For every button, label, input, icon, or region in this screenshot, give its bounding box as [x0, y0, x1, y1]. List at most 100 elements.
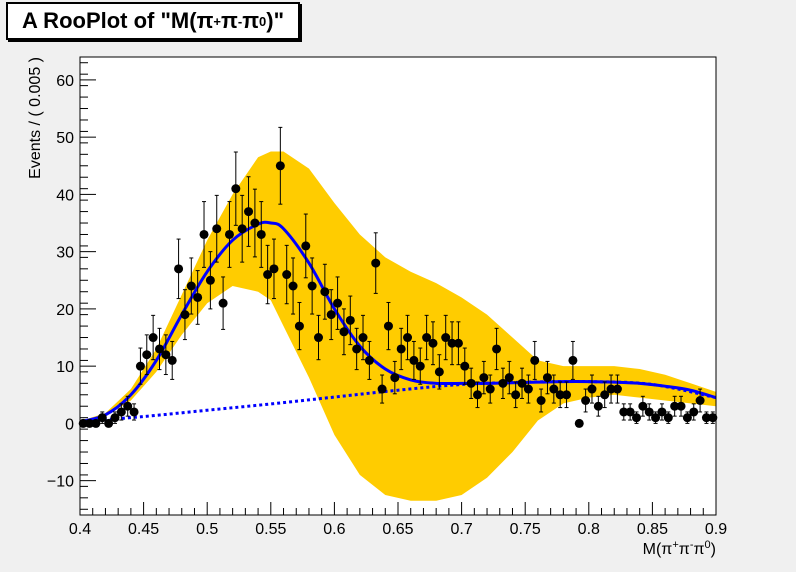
data-point-marker [288, 281, 298, 291]
data-point-marker [377, 384, 387, 394]
x-tick-label: 0.4 [69, 521, 91, 538]
data-point-marker [269, 264, 279, 274]
chart-title: A RooPlot of "M(π + π - π 0)" [6, 2, 301, 40]
data-point [218, 276, 228, 330]
data-point [663, 411, 673, 424]
data-point [492, 327, 502, 371]
data-point-marker [492, 344, 502, 354]
data-point [110, 411, 120, 424]
x-tick-label: 0.45 [128, 521, 159, 538]
data-point [708, 411, 718, 424]
data-point-marker [530, 355, 540, 365]
data-point-marker [670, 401, 680, 411]
data-point-marker [345, 315, 355, 325]
data-point-marker [320, 287, 330, 297]
data-point-marker [193, 292, 203, 302]
data-point-marker [244, 207, 254, 217]
data-point-marker [434, 367, 444, 377]
data-point-marker [307, 281, 317, 291]
x-tick-label: 0.6 [323, 521, 345, 538]
data-point-marker [695, 396, 705, 405]
x-axis-label-pi3: π [694, 541, 705, 558]
data-point-marker [638, 401, 648, 411]
data-point-marker [479, 373, 489, 383]
data-point [358, 314, 368, 361]
data-point [676, 395, 686, 417]
data-point [339, 308, 349, 356]
data-point-marker [409, 355, 419, 365]
y-tick-label: 0 [65, 416, 74, 433]
model-curve [79, 220, 717, 424]
data-point-marker [422, 333, 432, 343]
data-point-marker [632, 413, 641, 423]
data-point [670, 395, 680, 417]
y-tick-label: 10 [56, 359, 74, 376]
title-sup1: + [213, 13, 222, 29]
title-pi3: π [242, 8, 260, 33]
data-point [701, 411, 711, 424]
data-point [116, 403, 126, 421]
data-point [224, 201, 234, 268]
data-point [689, 403, 699, 421]
data-point [460, 347, 470, 385]
data-point-marker [301, 241, 311, 251]
data-point [180, 289, 190, 341]
data-point [174, 238, 184, 300]
data-point [212, 194, 222, 263]
data-point [612, 374, 622, 404]
data-point-marker [250, 218, 260, 228]
x-axis-label-sup2: - [690, 539, 694, 551]
data-point [466, 367, 476, 399]
data-point-marker [517, 378, 527, 388]
data-point-marker [657, 407, 667, 417]
x-tick-label: 0.8 [578, 521, 600, 538]
data-point [135, 347, 145, 385]
data-point-marker [701, 413, 711, 423]
data-point-marker [447, 338, 457, 348]
data-point-marker [333, 298, 343, 308]
data-point [161, 334, 171, 376]
data-point [275, 126, 285, 205]
data-point-marker [574, 418, 584, 428]
data-point [282, 244, 292, 305]
data-point [638, 395, 648, 417]
data-point [320, 263, 330, 320]
data-point [530, 340, 540, 380]
title-suffix: )" [266, 8, 285, 33]
x-tick-label: 0.55 [255, 521, 286, 538]
data-point-marker [441, 333, 451, 343]
y-tick-label: 50 [56, 130, 74, 147]
data-point [587, 374, 597, 404]
data-point [104, 418, 114, 428]
title-pi2: π [221, 8, 238, 33]
data-point-marker [644, 407, 654, 417]
data-point [301, 213, 311, 279]
data-point-marker [581, 396, 591, 405]
data-point [473, 381, 482, 409]
data-point-marker [224, 229, 234, 239]
data-point [129, 403, 139, 421]
data-point-marker [142, 350, 152, 360]
data-point-marker [485, 384, 495, 394]
data-point-marker [453, 338, 463, 348]
data-point [371, 232, 381, 294]
model-curve-line [79, 220, 717, 424]
data-point-marker [135, 361, 145, 371]
data-point [536, 388, 546, 413]
data-point [441, 314, 451, 361]
data-point [142, 334, 152, 376]
data-point-marker [263, 270, 273, 280]
x-axis-label-pi2: π [679, 541, 690, 558]
data-point [390, 360, 400, 395]
data-point [205, 251, 215, 310]
data-point-marker [326, 310, 336, 320]
error-band [80, 151, 716, 501]
data-point [625, 403, 635, 421]
data-point [383, 301, 393, 351]
data-point [485, 374, 495, 404]
data-point [123, 395, 133, 417]
data-point [288, 257, 298, 315]
y-tick-label: 30 [56, 245, 74, 262]
data-point-marker [161, 350, 171, 360]
